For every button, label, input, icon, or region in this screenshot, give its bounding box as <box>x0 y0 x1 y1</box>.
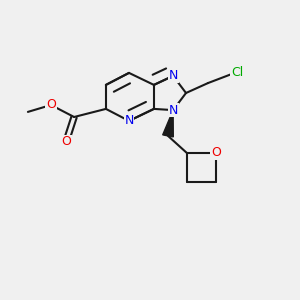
Text: O: O <box>61 135 71 148</box>
Text: N: N <box>124 114 134 128</box>
Text: O: O <box>46 98 56 112</box>
Polygon shape <box>163 110 173 137</box>
Text: N: N <box>168 103 178 117</box>
Text: Cl: Cl <box>231 65 243 79</box>
Text: O: O <box>211 146 221 160</box>
Text: N: N <box>168 69 178 82</box>
